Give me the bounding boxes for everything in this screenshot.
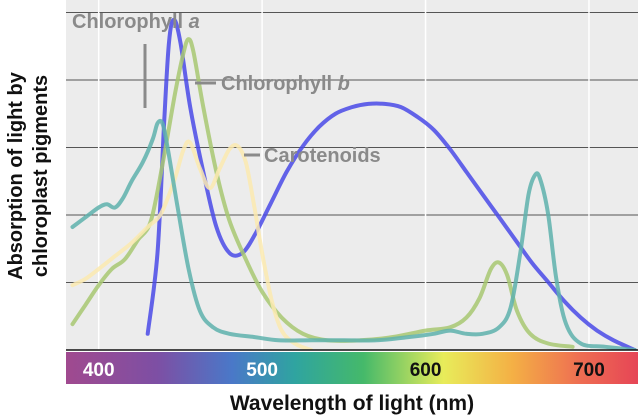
chlorophyll-a-label: Chlorophyll a xyxy=(72,11,200,33)
x-tick-labels: 400 500 600 700 xyxy=(83,360,605,381)
x-axis-label: Wavelength of light (nm) xyxy=(230,392,474,415)
x-tick-label: 400 xyxy=(83,360,115,381)
y-axis-label-line-1: Absorption of light by xyxy=(5,71,27,280)
y-axis-label-line-2: chloroplast pigments xyxy=(30,75,52,277)
series-line-carotenoids xyxy=(70,139,314,350)
series-line-chlorophyll-a xyxy=(145,17,637,350)
x-tick-label: 500 xyxy=(246,360,278,381)
series-layer xyxy=(70,17,637,350)
x-tick-label: 700 xyxy=(573,360,605,381)
carotenoids-label: Carotenoids xyxy=(264,145,381,167)
x-tick-label: 600 xyxy=(410,360,442,381)
spectrum-color-bar xyxy=(66,352,638,384)
chlorophyll-b-label: Chlorophyll b xyxy=(221,73,350,95)
annotation-layer: Chlorophyll a Chlorophyll b Carotenoids xyxy=(72,11,381,167)
series-line-unlabeled xyxy=(70,118,637,350)
